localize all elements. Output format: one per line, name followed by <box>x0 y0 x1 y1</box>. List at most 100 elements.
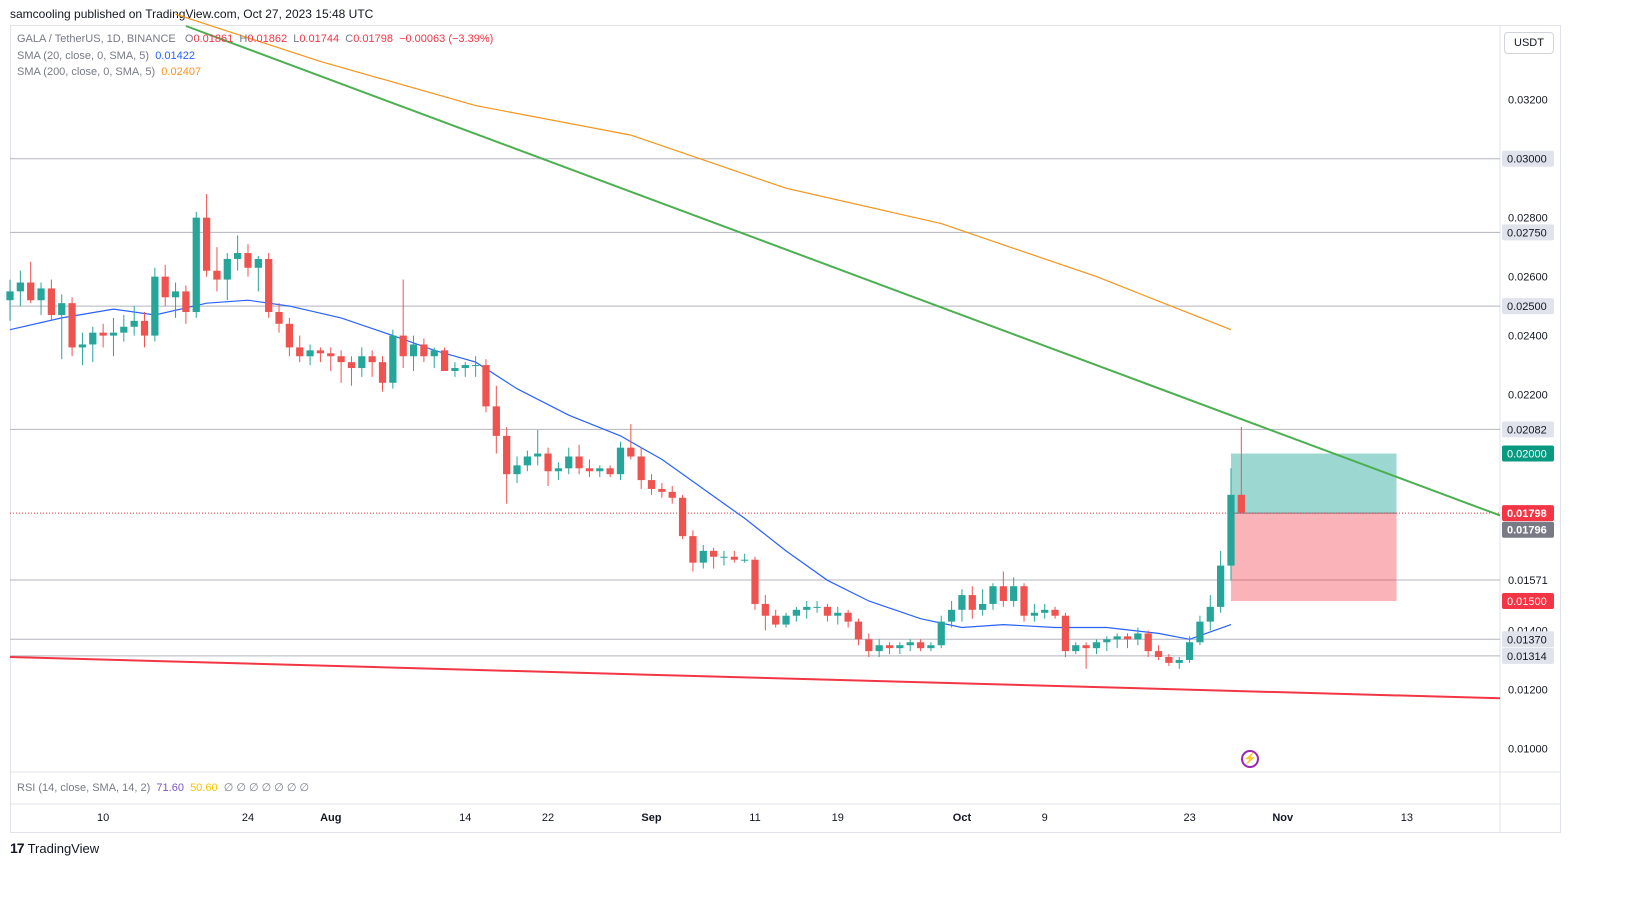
candle-body <box>565 456 573 469</box>
candle-body <box>1165 657 1173 663</box>
candle-body <box>120 326 128 333</box>
candle <box>1144 630 1152 658</box>
candle-body <box>585 468 594 472</box>
x-tick-label: 9 <box>1042 812 1048 824</box>
sma-line <box>175 13 1232 331</box>
x-tick-label: 19 <box>832 812 844 824</box>
candle-body <box>6 291 14 301</box>
candle <box>823 603 832 622</box>
y-tick-label: 0.02200 <box>1508 390 1548 402</box>
y-tick-label: 0.02400 <box>1508 331 1548 343</box>
x-tick-label: 22 <box>542 812 554 824</box>
candle <box>368 350 376 377</box>
candle <box>37 282 45 315</box>
candle-body <box>844 612 852 622</box>
candle <box>741 553 749 563</box>
candle-body <box>161 276 169 298</box>
y-tick-label: 0.01200 <box>1508 684 1548 696</box>
sma20-label: SMA (20, close, 0, SMA, 5) <box>17 50 150 62</box>
candle-body <box>937 621 945 646</box>
candle-body <box>720 556 728 558</box>
candle-body <box>792 609 801 616</box>
currency-button[interactable]: USDT <box>1504 32 1554 54</box>
candle <box>689 530 697 572</box>
candle-body <box>865 639 873 652</box>
candle <box>523 450 531 472</box>
target-badge-bg <box>1502 445 1554 462</box>
rsi-extra-values: ∅ ∅ ∅ ∅ ∅ ∅ ∅ <box>223 782 310 794</box>
candle <box>937 615 945 649</box>
candle <box>668 485 676 504</box>
tradingview-logo[interactable]: 17 TradingView <box>10 840 99 856</box>
candle <box>503 427 511 504</box>
candle-body <box>678 497 687 537</box>
candle <box>47 279 56 321</box>
candle-body <box>534 453 542 457</box>
candle <box>120 314 128 342</box>
candle <box>927 642 935 652</box>
candle-body <box>399 335 407 357</box>
candle <box>1217 550 1225 613</box>
candle <box>979 589 987 616</box>
candle <box>699 544 707 569</box>
candle-body <box>947 609 956 622</box>
candle <box>182 285 190 324</box>
candle <box>58 294 66 360</box>
rsi-label: RSI (14, close, SMA, 14, 2) <box>17 782 151 794</box>
candle <box>968 586 976 619</box>
candle <box>430 347 438 369</box>
candle <box>678 494 687 540</box>
candle-body <box>1206 606 1214 622</box>
level-badge: 0.02500 <box>1507 301 1547 313</box>
candle <box>1113 633 1121 649</box>
y-tick-label: 0.01000 <box>1508 743 1548 755</box>
candle <box>78 332 87 366</box>
candle <box>1092 639 1101 655</box>
level-badge: 0.03000 <box>1507 154 1547 166</box>
candle <box>844 609 852 628</box>
candle-body <box>140 320 149 336</box>
candle <box>782 612 790 628</box>
candle-body <box>47 288 56 315</box>
candle-body <box>254 258 262 268</box>
candle <box>885 642 894 655</box>
x-tick-label: Nov <box>1272 812 1294 824</box>
sma200-legend[interactable]: SMA (200, close, 0, SMA, 5) 0.02407 <box>17 66 201 78</box>
candle-body <box>1237 494 1245 513</box>
candle-body <box>1010 586 1018 601</box>
candle <box>27 261 35 304</box>
candle <box>1227 468 1235 581</box>
candle <box>1072 642 1080 655</box>
low-value: 0.01744 <box>299 33 340 45</box>
candle-body <box>503 435 511 475</box>
candle-body <box>1196 621 1204 643</box>
candle-body <box>306 350 314 357</box>
candle-body <box>596 468 604 472</box>
candle-body <box>27 282 35 301</box>
sma20-legend[interactable]: SMA (20, close, 0, SMA, 5) 0.01422 <box>17 50 195 62</box>
stop-badge: 0.01500 <box>1507 596 1547 608</box>
lightning-icon[interactable]: ⚡ <box>1241 750 1259 768</box>
rsi-legend[interactable]: RSI (14, close, SMA, 14, 2) 71.60 50.60 … <box>17 781 309 794</box>
candle-body <box>337 356 345 363</box>
candle <box>616 441 625 481</box>
candle <box>772 609 780 628</box>
level-badge-bg <box>1502 150 1554 167</box>
x-tick-label: 24 <box>242 812 254 824</box>
candle-body <box>327 353 335 357</box>
candle <box>896 642 904 655</box>
candle <box>306 344 314 366</box>
candle-body <box>782 615 790 625</box>
candle-body <box>906 642 914 646</box>
candle <box>1175 657 1183 669</box>
sma200-label: SMA (200, close, 0, SMA, 5) <box>17 66 156 78</box>
candle-body <box>709 550 718 557</box>
candle <box>958 589 966 622</box>
tv-logo-icon: 17 <box>10 840 25 856</box>
candle <box>513 456 521 484</box>
candle-body <box>513 465 521 475</box>
candle <box>1134 627 1142 646</box>
candle <box>109 317 118 357</box>
candle <box>389 329 397 389</box>
